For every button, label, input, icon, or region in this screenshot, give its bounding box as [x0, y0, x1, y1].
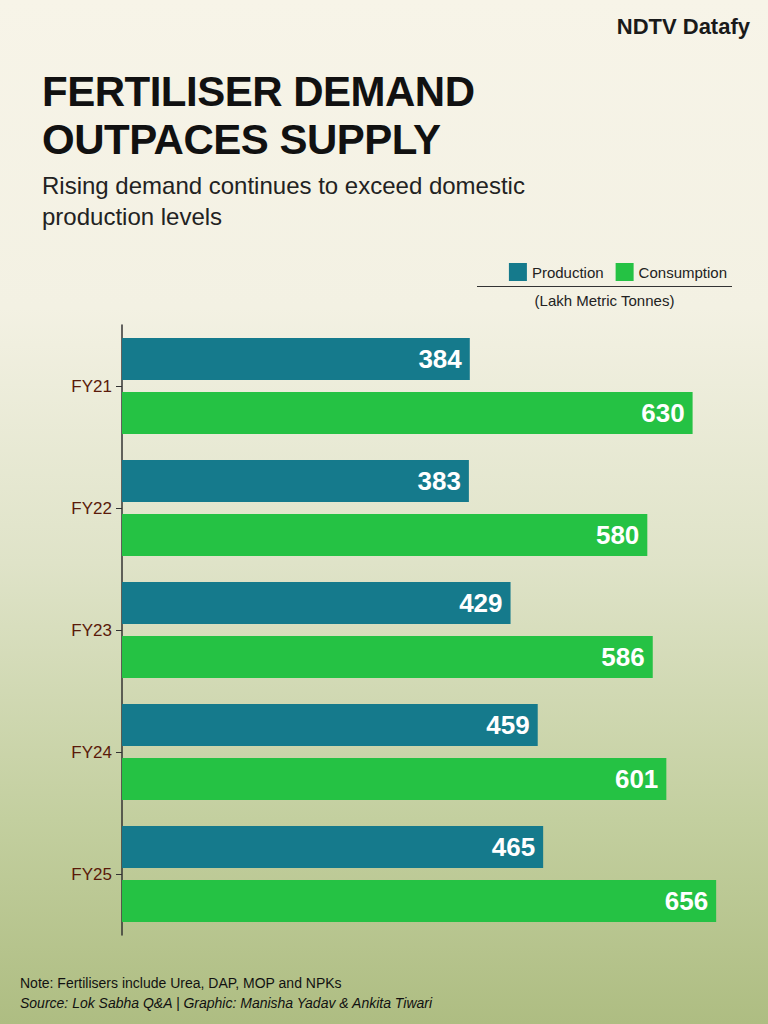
- svg-text:FY21: FY21: [71, 377, 112, 396]
- html-text:Source: Lok Sabha Q&A | Graphi: Source: Lok Sabha Q&A | Graphic: Manisha…: [20, 995, 433, 1011]
- svg-text:383: 383: [417, 466, 460, 496]
- svg-text:384: 384: [418, 344, 462, 374]
- svg-text:586: 586: [601, 642, 644, 672]
- svg-text:FY23: FY23: [71, 621, 112, 640]
- svg-text:580: 580: [596, 520, 639, 550]
- svg-text:429: 429: [459, 588, 502, 618]
- html-text:Note: Fertilisers include Urea: Note: Fertilisers include Urea, DAP, MOP…: [20, 975, 342, 991]
- html-text:Rising demand continues to exc: Rising demand continues to exceed domest…: [42, 172, 525, 230]
- html-text:NDTV Datafy: NDTV Datafy: [616, 14, 750, 39]
- svg-text:465: 465: [492, 832, 535, 862]
- svg-text:Consumption: Consumption: [639, 264, 727, 281]
- svg-text:FY24: FY24: [71, 743, 112, 762]
- svg-text:630: 630: [641, 398, 684, 428]
- svg-text:656: 656: [665, 886, 708, 916]
- svg-text:FY22: FY22: [71, 499, 112, 518]
- html-text:(Lakh Metric Tonnes): (Lakh Metric Tonnes): [534, 292, 675, 309]
- svg-text:601: 601: [615, 764, 658, 794]
- svg-text:FY25: FY25: [71, 865, 112, 884]
- svg-text:459: 459: [486, 710, 529, 740]
- html-text:FERTILISER DEMAND OUTPACES SUP: FERTILISER DEMAND OUTPACES SUPPLY: [42, 68, 475, 163]
- svg-text:Production: Production: [532, 264, 604, 281]
